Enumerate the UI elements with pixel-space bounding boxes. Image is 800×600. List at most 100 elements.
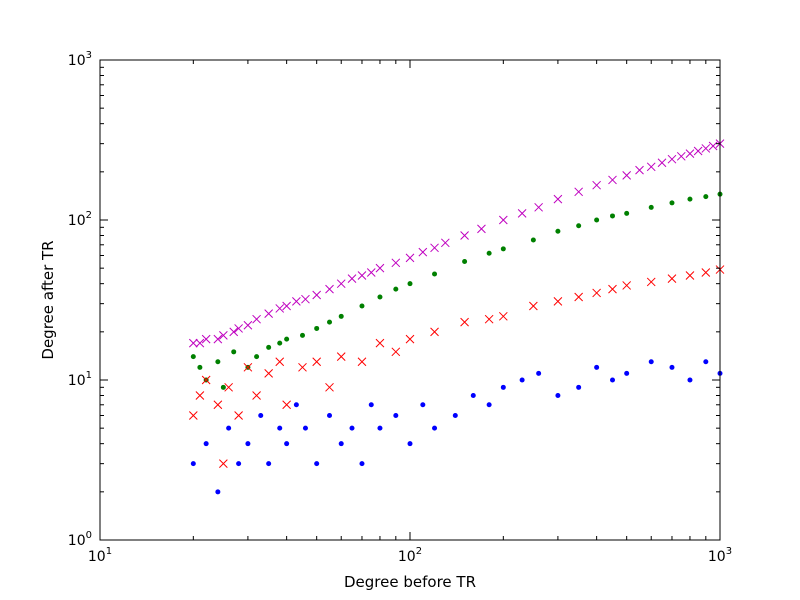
data-point [432, 425, 438, 431]
data-point [292, 297, 301, 306]
data-point [277, 340, 283, 346]
data-point [500, 246, 506, 252]
data-point [336, 352, 346, 361]
data-point [553, 297, 563, 306]
data-point [405, 253, 415, 263]
data-point [277, 425, 283, 431]
data-point [284, 336, 290, 342]
data-point [357, 271, 367, 280]
plot-marks [188, 139, 725, 495]
data-point [338, 313, 344, 319]
data-point [243, 362, 253, 372]
y-axis-label: Degree after TR [39, 240, 57, 359]
data-point [252, 314, 261, 324]
data-point [576, 384, 582, 390]
data-point [215, 359, 221, 365]
data-point [266, 344, 272, 350]
data-point [648, 359, 654, 365]
data-point [687, 377, 693, 383]
data-point [347, 274, 357, 283]
data-point [231, 349, 237, 355]
data-point [701, 268, 711, 277]
data-point [264, 369, 274, 378]
data-point [407, 281, 413, 287]
data-point [298, 362, 307, 372]
data-point [275, 357, 285, 367]
data-point [213, 334, 223, 344]
data-point [498, 215, 508, 225]
data-point [201, 375, 211, 385]
data-point [432, 271, 438, 277]
data-point [701, 144, 711, 153]
data-point [302, 425, 308, 431]
data-point [460, 231, 469, 240]
data-point [312, 290, 322, 300]
data-point [685, 149, 695, 158]
data-point [375, 263, 385, 273]
data-point [498, 311, 508, 321]
data-point [219, 459, 228, 469]
data-point [229, 327, 239, 337]
data-point [377, 294, 383, 300]
data-point [266, 461, 272, 467]
x-tick-label: 101 [88, 546, 112, 565]
data-point [224, 382, 233, 392]
data-point [592, 288, 601, 298]
data-point [366, 268, 376, 277]
data-point [460, 317, 469, 327]
data-point [484, 314, 494, 324]
data-point [534, 202, 543, 212]
data-point [530, 237, 536, 243]
data-point [657, 158, 667, 168]
data-point [325, 382, 334, 392]
y-tick-label: 101 [68, 370, 92, 389]
data-point [703, 359, 709, 365]
data-point [195, 338, 205, 348]
data-point [275, 304, 285, 313]
data-point [669, 200, 675, 206]
data-point [440, 238, 450, 248]
data-point [693, 146, 703, 156]
data-point [646, 162, 656, 172]
data-point [368, 402, 374, 408]
data-point [555, 393, 561, 399]
data-point [188, 411, 198, 420]
data-point [282, 301, 291, 311]
data-point [624, 210, 630, 216]
data-point [669, 364, 675, 370]
data-point [418, 247, 428, 257]
data-point [338, 441, 344, 447]
data-point [608, 284, 617, 294]
x-axis-label: Degree before TR [344, 573, 476, 591]
data-point [594, 217, 600, 223]
data-point [299, 332, 305, 338]
data-point [190, 354, 196, 360]
data-point [349, 425, 355, 431]
series-0 [188, 139, 725, 348]
data-point [359, 303, 365, 309]
data-point [555, 228, 561, 234]
data-point [312, 357, 322, 367]
data-point [624, 370, 630, 376]
x-tick-label: 103 [708, 546, 732, 565]
data-point [648, 204, 654, 210]
data-point [327, 319, 333, 325]
data-point [325, 284, 334, 294]
data-point [197, 364, 203, 370]
data-point [574, 292, 584, 302]
data-point [336, 279, 346, 289]
x-tick-label: 102 [398, 546, 422, 565]
data-point [486, 250, 492, 256]
data-point [391, 347, 401, 357]
data-point [708, 141, 718, 151]
data-point [215, 489, 221, 495]
data-point [486, 402, 492, 408]
data-point [594, 364, 600, 370]
data-point [405, 334, 415, 344]
data-point [252, 391, 261, 400]
data-point [264, 309, 274, 318]
data-point [375, 338, 385, 348]
data-point [646, 277, 656, 287]
